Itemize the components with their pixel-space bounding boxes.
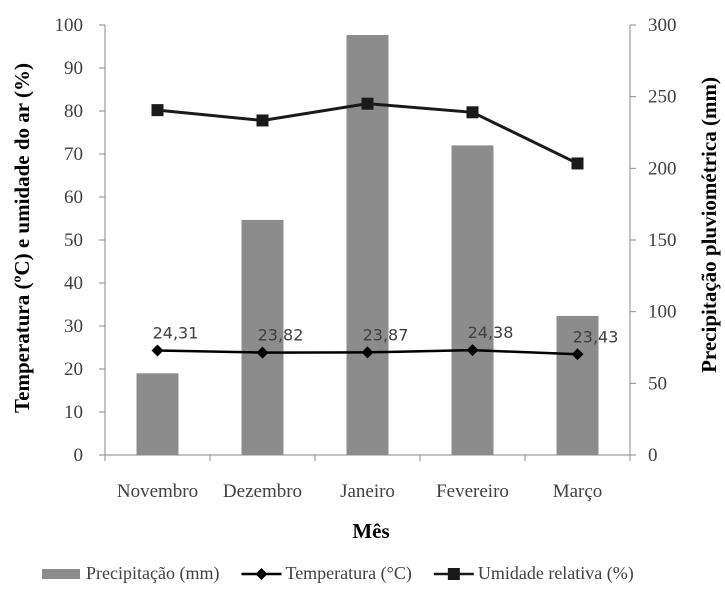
left-y-tick-label: 90 [64, 58, 83, 79]
left-y-tick-label: 0 [74, 445, 84, 466]
legend-swatch-temperature-marker [255, 568, 268, 580]
temperature-data-label: 23,82 [258, 326, 304, 345]
left-y-tick-label: 100 [55, 15, 84, 36]
left-y-tick-label: 30 [64, 316, 83, 337]
precipitation-bar [136, 373, 179, 455]
legend-label: Umidade relativa (%) [478, 563, 634, 584]
left-y-tick-label: 10 [64, 402, 83, 423]
legend: Precipitação (mm) Temperatura (°C) Umidade… [42, 563, 634, 584]
precipitation-bar [241, 219, 284, 455]
x-tick-label: Fevereiro [436, 481, 509, 502]
humidity-marker [151, 104, 164, 117]
humidity-marker [466, 106, 479, 119]
temperature-data-label: 23,87 [363, 325, 409, 344]
x-tick-label: Março [553, 481, 603, 502]
x-tick-label: Novembro [117, 481, 198, 502]
left-y-axis-title: Temperatura (ºC) e umidade do ar (%) [10, 63, 34, 413]
left-y-tick-label: 50 [64, 230, 83, 251]
right-y-tick-label: 50 [648, 373, 667, 394]
temperature-marker [361, 346, 374, 359]
precipitation-bar [451, 145, 494, 455]
right-y-axis-title: Precipitação pluviométrica (mm) [697, 77, 721, 373]
x-tick-label: Dezembro [223, 481, 302, 502]
left-y-tick-label: 40 [64, 273, 83, 294]
x-axis-title: Mês [352, 519, 389, 543]
temperature-data-label: 24,38 [468, 323, 514, 342]
temperature-marker [256, 346, 269, 359]
humidity-marker [361, 97, 374, 110]
axes: 0 10 20 30 40 50 60 70 80 90 100 0 50 100 150 200 250 300… [55, 15, 677, 502]
left-y-tick-label: 20 [64, 359, 83, 380]
right-y-tick-label: 250 [648, 87, 677, 108]
right-y-tick-label: 200 [648, 158, 677, 179]
temperature-marker [466, 344, 479, 357]
legend-label: Temperatura (°C) [285, 563, 411, 584]
x-tick-label: Janeiro [340, 481, 395, 502]
temperature-marker [571, 348, 584, 361]
right-y-tick-label: 0 [648, 445, 658, 466]
legend-swatch-precipitation [42, 569, 80, 579]
data-labels: 24,31 23,82 23,87 24,38 23,43 [153, 323, 619, 346]
temperature-data-label: 24,31 [153, 323, 199, 342]
left-y-tick-label: 70 [64, 144, 83, 165]
humidity-marker [256, 114, 269, 127]
right-y-tick-label: 150 [648, 230, 677, 251]
right-y-tick-label: 300 [648, 15, 677, 36]
temperature-marker [151, 344, 164, 357]
left-y-tick-label: 80 [64, 101, 83, 122]
temperature-data-label: 23,43 [573, 327, 619, 346]
legend-swatch-humidity-marker [447, 568, 460, 580]
line-series [151, 97, 584, 361]
left-y-tick-label: 60 [64, 187, 83, 208]
right-y-tick-label: 100 [648, 302, 677, 323]
legend-label: Precipitação (mm) [86, 563, 219, 584]
precipitation-bar [556, 315, 599, 455]
humidity-marker [571, 157, 584, 170]
